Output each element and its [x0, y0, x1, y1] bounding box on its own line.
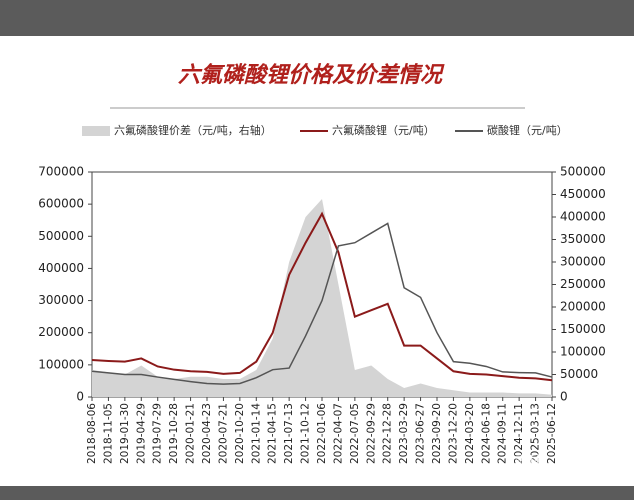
x-tick-label: 2020-04-23	[201, 403, 213, 464]
x-tick-label: 2025-06-12	[546, 403, 558, 464]
watermark: 雪球：张杰cg0	[515, 454, 611, 470]
x-tick-label: 2022-09-29	[365, 403, 377, 464]
x-tick-label: 2021-10-12	[300, 403, 312, 464]
x-tick-label: 2022-04-07	[332, 403, 344, 464]
y2-tick-label: 500000	[560, 165, 606, 179]
chart-title: 六氟磷酸锂价格及价差情况	[178, 62, 445, 88]
y-tick-label: 500000	[38, 229, 84, 243]
x-tick-label: 2022-01-06	[316, 403, 328, 464]
x-tick-label: 2024-12-11	[513, 403, 525, 464]
y2-tick-label: 450000	[560, 187, 606, 201]
legend-label: 六氟磷酸锂（元/吨）	[332, 123, 435, 137]
y2-tick-label: 300000	[560, 255, 606, 269]
x-tick-label: 2019-04-29	[135, 403, 147, 464]
legend-label: 六氟磷酸锂价差（元/吨，右轴）	[114, 123, 272, 137]
series-line	[91, 222, 553, 385]
series-line	[91, 211, 553, 382]
x-tick-label: 2024-03-20	[464, 403, 476, 464]
bottom-band	[0, 486, 634, 500]
x-tick-label: 2019-01-30	[119, 403, 131, 464]
legend-swatch	[82, 126, 110, 136]
x-tick-label: 2020-07-21	[217, 403, 229, 464]
x-tick-label: 2018-11-05	[102, 403, 114, 464]
x-tick-label: 2023-03-29	[398, 403, 410, 464]
y-tick-label: 100000	[38, 357, 84, 371]
x-tick-label: 2024-09-11	[497, 403, 509, 464]
y2-tick-label: 100000	[560, 345, 606, 359]
y-tick-label: 700000	[38, 165, 84, 179]
y2-tick-label: 50000	[560, 367, 598, 381]
x-tick-label: 2019-07-29	[152, 403, 164, 464]
y2-tick-label: 150000	[560, 322, 606, 336]
y-tick-label: 300000	[38, 293, 84, 307]
y-tick-label: 400000	[38, 261, 84, 275]
x-tick-label: 2025-03-13	[530, 403, 542, 464]
x-tick-label: 2022-12-28	[382, 403, 394, 464]
x-tick-label: 2023-09-20	[431, 403, 443, 464]
y2-tick-label: 0	[560, 390, 568, 404]
x-tick-label: 2023-12-20	[447, 403, 459, 464]
x-tick-label: 2021-07-13	[283, 403, 295, 464]
x-tick-label: 2020-01-21	[185, 403, 197, 464]
y2-tick-label: 200000	[560, 300, 606, 314]
x-tick-label: 2020-10-20	[234, 403, 246, 464]
x-tick-label: 2019-10-28	[168, 403, 180, 464]
y-tick-label: 200000	[38, 325, 84, 339]
y-tick-label: 0	[76, 390, 84, 404]
x-tick-label: 2021-04-15	[267, 403, 279, 464]
x-tick-label: 2021-01-14	[250, 403, 262, 464]
top-band	[0, 0, 634, 36]
x-tick-label: 2022-07-05	[349, 403, 361, 464]
x-tick-label: 2018-08-06	[86, 403, 98, 464]
y2-tick-label: 400000	[560, 210, 606, 224]
legend-label: 碳酸锂（元/吨）	[487, 123, 568, 137]
x-tick-label: 2023-06-27	[415, 403, 427, 464]
y-tick-label: 600000	[38, 197, 84, 211]
y2-tick-label: 250000	[560, 277, 606, 291]
y2-tick-label: 350000	[560, 232, 606, 246]
watermark: 雪球·红杉树森林	[508, 472, 610, 488]
x-tick-label: 2024-06-18	[480, 403, 492, 464]
